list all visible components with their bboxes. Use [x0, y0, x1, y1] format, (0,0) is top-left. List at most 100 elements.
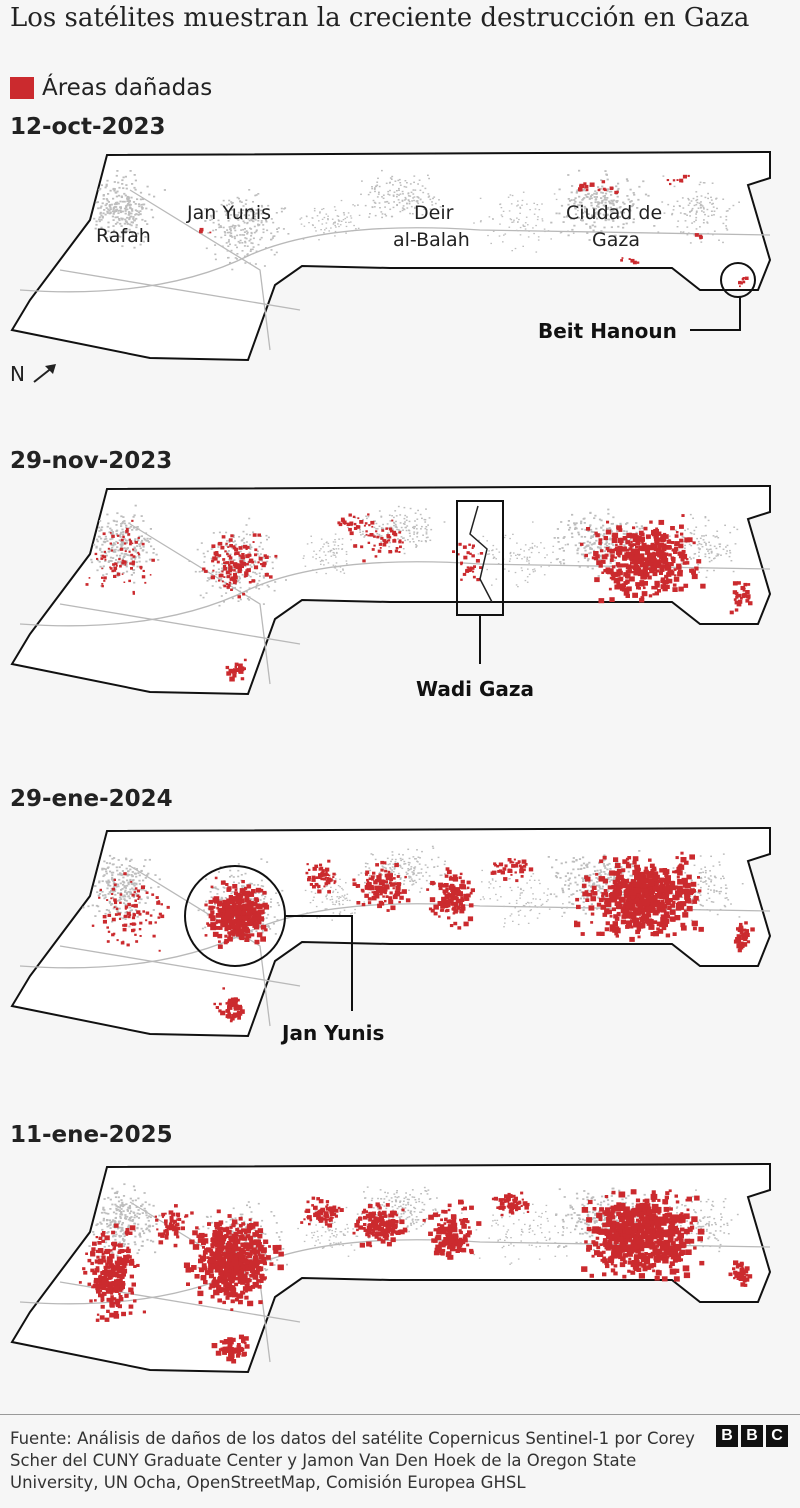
- building-dot: [635, 531, 638, 534]
- building-dot: [436, 865, 439, 868]
- building-dot: [229, 869, 232, 872]
- building-dot: [140, 203, 143, 206]
- building-dot: [570, 191, 573, 194]
- building-dot: [408, 875, 411, 878]
- damage-patch: [630, 258, 635, 263]
- building-dot: [697, 883, 700, 886]
- building-dot: [321, 208, 323, 211]
- building-dot: [106, 881, 109, 884]
- building-dot: [260, 204, 263, 207]
- building-dot: [196, 548, 199, 551]
- damage-patch: [659, 549, 665, 555]
- damage-patch: [649, 909, 654, 913]
- building-dot: [594, 514, 597, 517]
- building-dot: [133, 246, 136, 249]
- building-dot: [132, 883, 135, 886]
- building-dot: [619, 522, 622, 525]
- building-dot: [138, 879, 141, 882]
- building-dot: [590, 216, 594, 219]
- building-dot: [232, 881, 235, 884]
- damage-patch: [636, 889, 641, 894]
- building-dot: [567, 888, 570, 890]
- building-dot: [595, 527, 598, 530]
- damage-patch: [626, 898, 631, 902]
- building-dot: [582, 862, 586, 865]
- damage-patch: [670, 526, 675, 531]
- building-dot: [375, 528, 377, 530]
- building-dot: [521, 569, 523, 572]
- building-dot: [609, 206, 612, 209]
- damage-patch: [226, 552, 229, 556]
- building-dot: [127, 883, 130, 886]
- building-dot: [136, 565, 139, 568]
- building-dot: [706, 548, 708, 550]
- building-dot: [582, 880, 585, 883]
- building-dot: [700, 567, 703, 569]
- damage-patch: [679, 524, 684, 529]
- label-rafah: Rafah: [96, 225, 151, 247]
- building-dot: [699, 537, 702, 540]
- building-dot: [563, 911, 566, 914]
- building-dot: [684, 872, 687, 874]
- building-dot: [221, 567, 224, 570]
- damage-patch: [607, 549, 610, 553]
- building-dot: [578, 858, 582, 860]
- building-dot: [93, 543, 96, 546]
- building-dot: [534, 545, 536, 547]
- building-dot: [715, 555, 718, 557]
- building-dot: [142, 240, 145, 243]
- building-dot: [404, 514, 407, 517]
- damage-patch: [665, 883, 670, 887]
- building-dot: [96, 569, 99, 572]
- damage-patch: [626, 549, 630, 552]
- building-dot: [400, 526, 403, 529]
- building-dot: [535, 251, 538, 253]
- building-dot: [126, 554, 129, 556]
- damage-patch: [627, 856, 632, 860]
- building-dot: [135, 883, 138, 886]
- building-dot: [135, 893, 138, 895]
- building-dot: [114, 216, 117, 219]
- building-dot: [730, 560, 733, 562]
- building-dot: [372, 854, 374, 856]
- damage-patch: [638, 587, 641, 590]
- building-dot: [331, 898, 334, 900]
- building-dot: [582, 198, 585, 200]
- damage-patch: [102, 532, 106, 536]
- damage-patch: [601, 894, 605, 898]
- damage-patch: [729, 610, 734, 615]
- building-dot: [130, 221, 133, 224]
- building-dot: [98, 881, 101, 884]
- damage-patch: [634, 907, 639, 911]
- building-dot: [106, 199, 109, 202]
- building-dot: [97, 207, 100, 210]
- building-dot: [622, 201, 625, 204]
- damage-patch: [625, 579, 630, 584]
- building-dot: [534, 208, 537, 210]
- building-dot: [704, 525, 707, 527]
- damage-patch: [632, 537, 639, 543]
- building-dot: [414, 526, 416, 528]
- damage-patch: [613, 882, 619, 887]
- building-dot: [132, 216, 135, 218]
- building-dot: [110, 560, 113, 562]
- building-dot: [102, 867, 106, 870]
- building-dot: [140, 898, 143, 901]
- building-dot: [238, 536, 241, 538]
- building-dot: [232, 567, 235, 569]
- damage-patch: [242, 667, 246, 671]
- building-dot: [695, 199, 698, 202]
- damage-patch: [616, 550, 622, 556]
- building-dot: [507, 196, 510, 198]
- building-dot: [261, 205, 264, 208]
- building-dot: [369, 869, 372, 872]
- building-dot: [612, 204, 615, 206]
- building-dot: [106, 212, 109, 214]
- building-dot: [122, 541, 125, 544]
- damage-patch: [616, 868, 622, 873]
- building-dot: [517, 200, 519, 202]
- damage-patch: [471, 544, 475, 548]
- building-dot: [406, 202, 408, 205]
- building-dot: [619, 524, 622, 526]
- building-dot: [562, 537, 565, 539]
